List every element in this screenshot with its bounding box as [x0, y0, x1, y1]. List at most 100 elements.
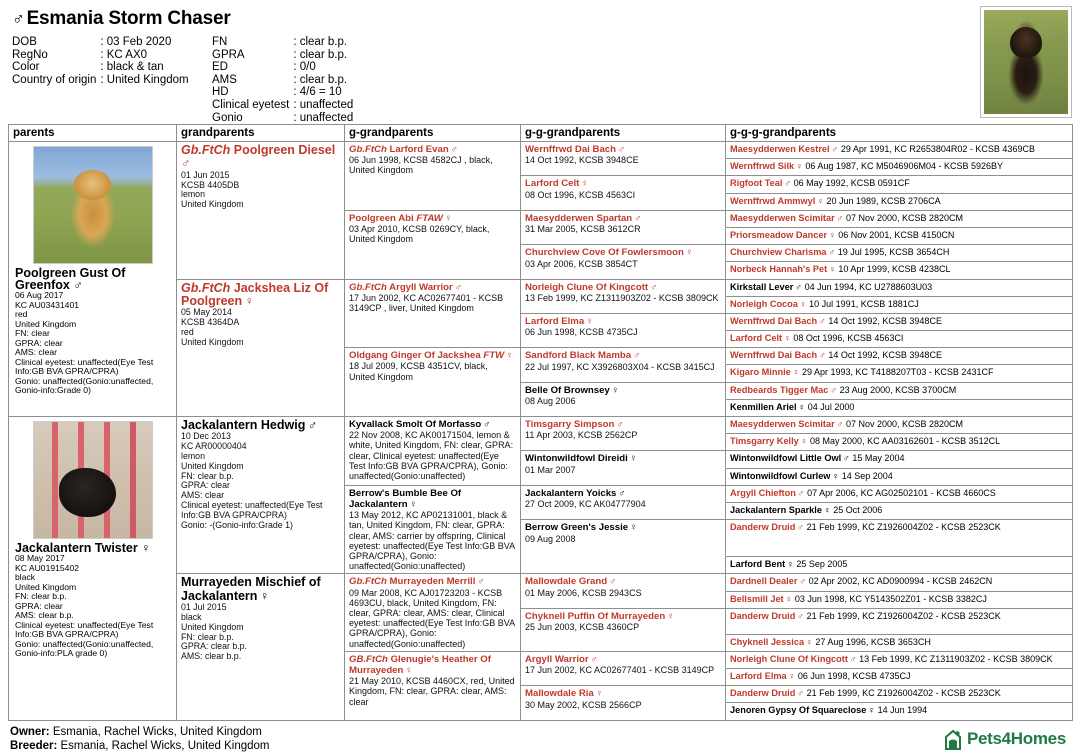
pedigree-cell[interactable]: Chyknell Puffin Of Murrayeden ♀ 25 Jun 20…: [520, 607, 726, 652]
pedigree-cell-ggg[interactable]: Argyll Chiefton ♂ 07 Apr 2006, KC AG0250…: [725, 484, 1073, 503]
ancestor-name: Jackalantern Yoicks: [525, 487, 617, 499]
pedigree-cell[interactable]: Murrayeden Mischief of Jackalantern ♀ 01 …: [176, 573, 345, 721]
pedigree-cell-ggg[interactable]: Wintonwildfowl Little Owl ♂ 15 May 2004: [725, 450, 1073, 469]
pedigree-header-row: parents grandparents g-grandparents g-g-…: [8, 124, 1073, 142]
pedigree-cell-ggg[interactable]: Larford Bent ♀ 25 Sep 2005: [725, 556, 1073, 575]
pedigree-cell-ggg[interactable]: Kigaro Minnie ♀ 29 Apr 1993, KC T4188207…: [725, 364, 1073, 383]
pedigree-cell[interactable]: Mallowdale Grand ♂ 01 May 2006, KCSB 2943…: [520, 573, 726, 609]
pedigree-cell-ggg[interactable]: Maesydderwen Scimitar ♂ 07 Nov 2000, KCS…: [725, 415, 1073, 435]
sex-symbol-icon: ♀: [830, 470, 840, 481]
ancestor-details: 27 Oct 2009, KC AK04777904: [525, 499, 646, 510]
subject-dog-photo-image: [984, 10, 1068, 114]
pedigree-cell-ggg[interactable]: Wernffrwd Dai Bach ♂ 14 Oct 1992, KCSB 3…: [725, 312, 1073, 332]
pedigree-cell-ggg[interactable]: Danderw Druid ♂ 21 Feb 1999, KC Z1926004…: [725, 519, 1073, 558]
pedigree-cell[interactable]: Larford Celt ♀ 08 Oct 1996, KCSB 4563CI: [520, 175, 726, 211]
pedigree-cell[interactable]: Gb.FtCh Poolgreen Diesel ♂ 01 Jun 2015 KCS…: [176, 141, 345, 280]
pedigree-cell[interactable]: Jackalantern Hedwig ♂ 10 Dec 2013 KC AR000…: [176, 415, 345, 575]
pedigree-cell-ggg[interactable]: Maesydderwen Kestrel ♂ 29 Apr 1991, KC R…: [725, 140, 1073, 160]
ancestor-name: Mallowdale Grand: [525, 576, 608, 588]
title-prefix: Gb.FtCh: [349, 281, 387, 293]
ancestor-name: Murrayeden Mischief of Jackalantern: [181, 575, 321, 603]
pedigree-cell[interactable]: Berrow's Bumble Bee Of Jackalantern ♀ 13 …: [344, 484, 521, 575]
pedigree-cell-ggg[interactable]: Kirkstall Lever ♂ 04 Jun 1994, KC U27886…: [725, 278, 1073, 297]
pedigree-cell[interactable]: Maesydderwen Spartan ♂ 31 Mar 2005, KCSB …: [520, 209, 726, 246]
pedigree-cell-ggg[interactable]: Larford Elma ♀ 06 Jun 1998, KCSB 4735CJ: [725, 667, 1073, 687]
pedigree-cell-ggg[interactable]: Jackalantern Sparkle ♀ 25 Oct 2006: [725, 501, 1073, 521]
pedigree-cell-ggg[interactable]: Larford Celt ♀ 08 Oct 1996, KCSB 4563CI: [725, 330, 1073, 349]
ancestor-details: 13 Feb 1999, KC Z1311903Z02 - KCSB 3809C…: [525, 292, 719, 303]
pedigree-cell[interactable]: Poolgreen Abi FTAW ♀ 03 Apr 2010, KCSB 02…: [344, 209, 521, 280]
pedigree-cell-ggg[interactable]: Priorsmeadow Dancer ♀ 06 Nov 2001, KCSB …: [725, 226, 1073, 246]
pedigree-cell-ggg[interactable]: Dardnell Dealer ♂ 02 Apr 2002, KC AD0900…: [725, 573, 1073, 592]
pedigree-cell[interactable]: GB.FtCh Glenugie's Heather Of Murrayeden…: [344, 650, 521, 721]
parent-details: 08 May 2017 KC AU01915402 black United King…: [15, 553, 154, 659]
pedigree-cell[interactable]: Wernffrwd Dai Bach ♂ 14 Oct 1992, KCSB 39…: [520, 140, 726, 177]
pedigree-cell-ggg[interactable]: Churchview Charisma ♂ 19 Jul 1995, KCSB …: [725, 244, 1073, 263]
table-row: Chyknell Jessica ♀ 27 Aug 1996, KCSB 365…: [9, 633, 1073, 652]
pedigree-cell-ggg[interactable]: Kenmillen Ariel ♀ 04 Jul 2000: [725, 398, 1073, 418]
pedigree-cell[interactable]: Kyvallack Smolt Of Morfasso ♂ 22 Nov 2008…: [344, 416, 521, 486]
pedigree-cell[interactable]: Norleigh Clune Of Kingcott ♂ 13 Feb 1999,…: [520, 278, 726, 314]
pedigree-cell[interactable]: Berrow Green's Jessie ♀ 09 Aug 2008: [520, 519, 726, 575]
pedigree-cell-ggg[interactable]: Norleigh Cocoa ♀ 10 Jul 1991, KCSB 1881C…: [725, 295, 1073, 314]
pedigree-cell[interactable]: Larford Elma ♀ 06 Jun 1998, KCSB 4735CJ: [520, 312, 726, 349]
ancestor-name: Danderw Druid: [730, 688, 796, 699]
pedigree-cell-ggg[interactable]: Timsgarry Kelly ♀ 08 May 2000, KC AA0316…: [725, 433, 1073, 452]
pedigree-cell-parent[interactable]: Poolgreen Gust Of Greenfox ♂ 06 Aug 2017 K…: [8, 141, 177, 417]
ancestor-details: 17 Jun 2002, KC AC02677401 - KCSB 3149CP…: [349, 292, 504, 313]
pedigree-cell[interactable]: Timsgarry Simpson ♂ 11 Apr 2003, KCSB 256…: [520, 415, 726, 452]
pedigree-cell-ggg[interactable]: Wernffrwd Silk ♀ 06 Aug 1987, KC M504690…: [725, 158, 1073, 177]
pedigree-cell-ggg[interactable]: Norbeck Hannah's Pet ♀ 10 Apr 1999, KCSB…: [725, 261, 1073, 280]
pedigree-cell-parent[interactable]: Jackalantern Twister ♀ 08 May 2017 KC AU01…: [8, 416, 177, 721]
pedigree-cell[interactable]: Gb.FtCh Argyll Warrior ♂ 17 Jun 2002, KC …: [344, 278, 521, 349]
pedigree-cell[interactable]: Churchview Cove Of Fowlersmoon ♀ 03 Apr 2…: [520, 244, 726, 280]
pets4homes-logo[interactable]: Pets4Homes: [944, 729, 1066, 750]
label-ed: ED: [212, 61, 228, 74]
label-country: Country of origin: [12, 73, 97, 86]
pets4homes-wordmark: Pets4Homes: [966, 729, 1066, 749]
pedigree-cell[interactable]: Mallowdale Ria ♀ 30 May 2002, KCSB 2566CP: [520, 685, 726, 721]
ancestor-details: 25 Oct 2006: [833, 504, 883, 515]
pedigree-cell-ggg[interactable]: Rigfoot Teal ♂ 06 May 1992, KCSB 0591CF: [725, 175, 1073, 194]
sex-symbol-icon: ♂: [181, 143, 338, 171]
pedigree-cell-ggg[interactable]: Danderw Druid ♂ 21 Feb 1999, KC Z1926004…: [725, 607, 1073, 635]
pedigree-cell-ggg[interactable]: Danderw Druid ♂ 21 Feb 1999, KC Z1926004…: [725, 685, 1073, 704]
ancestor-name: Larford Elma: [525, 315, 585, 327]
ancestor-details: 13 Feb 1999, KC Z1311903Z02 - KCSB 3809C…: [859, 653, 1053, 664]
ancestor-name: Jackalantern Hedwig: [181, 418, 306, 432]
pedigree-cell[interactable]: Gb.FtCh Murrayeden Merrill ♂ 09 Mar 2008,…: [344, 573, 521, 652]
title-suffix: FTAW: [416, 212, 443, 224]
ancestor-details: 17 Jun 2002, KC AC02677401 - KCSB 3149CP: [525, 665, 715, 676]
sex-symbol-icon: ♂: [847, 653, 857, 664]
pedigree-cell-ggg[interactable]: Wernffrwd Ammwyl ♀ 20 Jun 1989, KCSB 270…: [725, 192, 1073, 211]
pedigree-cell-ggg[interactable]: Maesydderwen Scimitar ♂ 07 Nov 2000, KCS…: [725, 209, 1073, 228]
pedigree-cell[interactable]: Sandford Black Mamba ♂ 22 Jul 1997, KC X3…: [520, 347, 726, 383]
pedigree-cell[interactable]: Belle Of Brownsey ♀ 08 Aug 2006: [520, 381, 726, 418]
sex-symbol-icon: ♂: [817, 315, 826, 326]
ancestor-details: 30 May 2002, KCSB 2566CP: [525, 699, 642, 710]
pedigree-cell-ggg[interactable]: Jenoren Gypsy Of Squareclose ♀ 14 Jun 19…: [725, 702, 1073, 721]
sex-symbol-icon: ♂: [614, 419, 624, 430]
table-row: GB.FtCh Glenugie's Heather Of Murrayeden…: [9, 650, 1073, 721]
pedigree-cell-ggg[interactable]: Redbeards Tigger Mac ♂ 23 Aug 2000, KCSB…: [725, 381, 1073, 400]
sex-symbol-icon: ♀: [407, 498, 417, 510]
pedigree-cell[interactable]: Gb.FtCh Jackshea Liz Of Poolgreen ♀ 05 Ma…: [176, 278, 345, 417]
pedigree-cell[interactable]: Oldgang Ginger Of Jackshea FTW ♀ 18 Jul 2…: [344, 347, 521, 417]
pedigree-cell-ggg[interactable]: Wintonwildfowl Curlew ♀ 14 Sep 2004: [725, 467, 1073, 486]
ancestor-details: 21 May 2010, KCSB 4460CX, red, United Ki…: [349, 676, 515, 707]
pedigree-cell[interactable]: Jackalantern Yoicks ♂ 27 Oct 2009, KC AK0…: [520, 484, 726, 521]
pedigree-cell[interactable]: Argyll Warrior ♂ 17 Jun 2002, KC AC026774…: [520, 650, 726, 687]
pedigree-cell-ggg[interactable]: Wernffrwd Dai Bach ♂ 14 Oct 1992, KCSB 3…: [725, 347, 1073, 366]
ancestor-name: Danderw Druid: [730, 610, 796, 621]
pedigree-cell[interactable]: Gb.FtCh Larford Evan ♂ 06 Jun 1998, KCSB …: [344, 141, 521, 211]
sex-symbol-icon: ♀: [683, 247, 693, 259]
pedigree-cell-ggg[interactable]: Chyknell Jessica ♀ 27 Aug 1996, KCSB 365…: [725, 633, 1073, 652]
ancestor-name: Chyknell Jessica: [730, 636, 805, 647]
ancestor-details: 22 Nov 2008, KC AK00171504, lemon & whit…: [349, 430, 514, 482]
pedigree-cell-ggg[interactable]: Norleigh Clune Of Kingcott ♂ 13 Feb 1999…: [725, 650, 1073, 669]
label-ams: AMS: [212, 73, 237, 86]
pedigree-cell-ggg[interactable]: Bellsmill Jet ♀ 03 Jun 1998, KC Y5143502…: [725, 590, 1073, 609]
sex-symbol-icon: ♀: [593, 688, 603, 700]
pedigree-cell[interactable]: Wintonwildfowl Direidi ♀ 01 Mar 2007: [520, 450, 726, 486]
sex-symbol-icon: ♂: [607, 576, 617, 588]
